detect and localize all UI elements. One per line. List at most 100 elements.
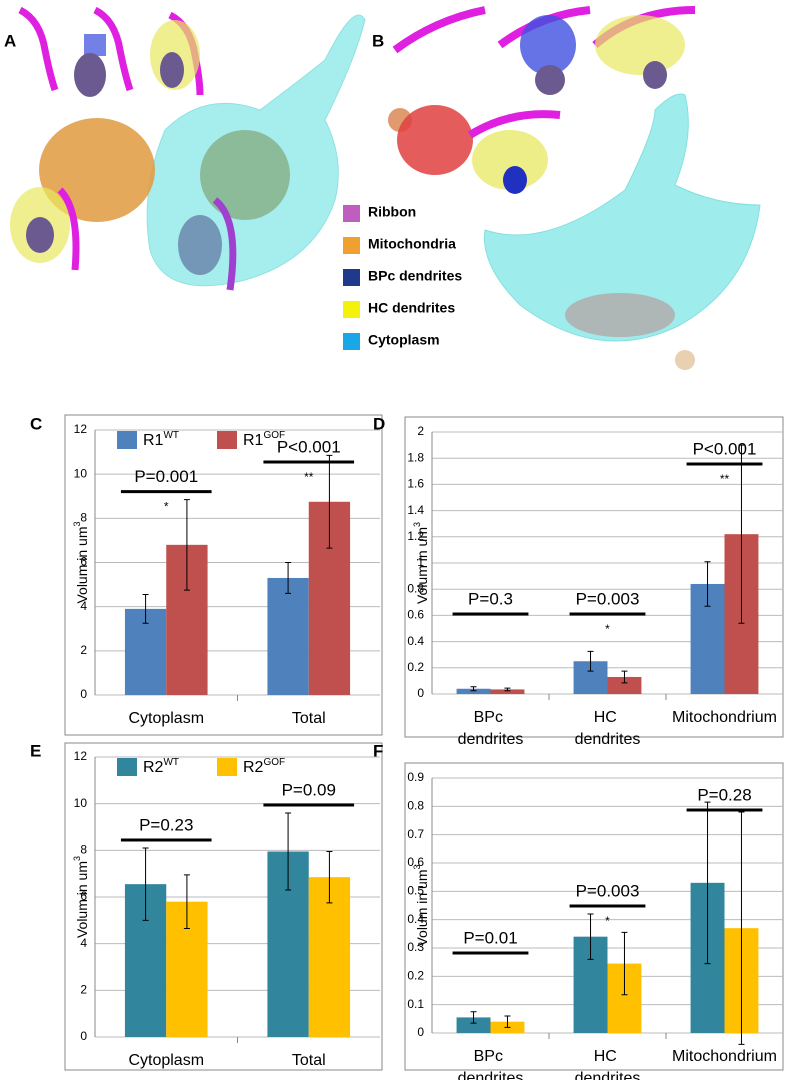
legend-swatch	[343, 333, 360, 350]
y-tick-label: 2	[80, 983, 87, 997]
y-tick-label: 0	[80, 1029, 87, 1043]
significance-stars: *	[605, 622, 610, 636]
p-value: P=0.003	[576, 589, 640, 608]
y-axis-label-sup: 3	[412, 864, 422, 869]
y-axis-label-sup: 3	[412, 522, 422, 527]
p-value: P=0.01	[463, 928, 517, 947]
y-tick-label: 0.4	[407, 912, 424, 926]
y-axis-label: Volum in um3	[72, 521, 89, 603]
legend-sup: GOF	[263, 757, 285, 768]
panel-a-render	[10, 6, 366, 291]
legend-swatch	[217, 758, 237, 776]
legend-sup: WT	[163, 430, 179, 441]
legend-swatch	[343, 269, 360, 286]
error-bar	[587, 650, 594, 672]
error-bar	[704, 801, 711, 965]
p-value: P=0.09	[282, 780, 336, 799]
legend-name: R2	[143, 759, 164, 776]
legend-label: Ribbon	[368, 204, 416, 220]
legend-label: R1WT	[143, 430, 179, 450]
y-tick-label: 10	[74, 796, 88, 810]
legend-label: BPc dendrites	[368, 268, 462, 284]
y-tick-label: 12	[74, 749, 88, 763]
y-tick-label: 4	[80, 936, 87, 950]
x-tick-label: HC dendrites	[575, 1048, 641, 1080]
panel-label: F	[373, 741, 383, 760]
y-tick-label: 1.8	[407, 450, 424, 464]
chart-frame	[64, 742, 383, 1071]
legend-swatch	[117, 758, 137, 776]
legend-swatch	[217, 431, 237, 449]
panel-label: D	[373, 414, 385, 433]
chart-frame	[64, 414, 383, 736]
y-axis-label: Volum in um3	[72, 856, 89, 938]
y-tick-label: 0.1	[407, 997, 424, 1011]
legend-swatch	[343, 301, 360, 318]
x-tick-label: Mitochondrium	[672, 1048, 777, 1065]
significance-stars: **	[720, 472, 730, 486]
y-tick-label: 8	[80, 843, 87, 857]
y-tick-label: 0	[80, 687, 87, 701]
error-bar	[504, 687, 511, 692]
y-axis-label-sup: 3	[72, 856, 82, 861]
error-bar	[470, 686, 477, 692]
error-bar	[704, 561, 711, 607]
y-axis-label-text: Volum in um	[74, 526, 90, 603]
x-tick-label: HC dendrites	[575, 709, 641, 748]
x-tick-label: Mitochondrium	[672, 709, 777, 726]
y-tick-label: 0.9	[407, 770, 424, 784]
legend-swatch	[343, 205, 360, 222]
y-tick-label: 2	[417, 424, 424, 438]
y-tick-label: 0	[417, 686, 424, 700]
y-tick-label: 0.8	[407, 799, 424, 813]
legend-swatch	[343, 237, 360, 254]
panel-label: E	[30, 741, 41, 760]
y-tick-label: 0.5	[407, 884, 424, 898]
chart-frame	[404, 762, 784, 1071]
y-tick-label: 6	[80, 555, 87, 569]
legend-label: R2WT	[143, 757, 179, 777]
error-bar	[470, 1011, 477, 1024]
y-tick-label: 1	[417, 555, 424, 569]
legend-name: R2	[243, 759, 264, 776]
y-tick-label: 6	[80, 889, 87, 903]
bar	[490, 689, 525, 694]
p-value: P=0.3	[468, 589, 513, 608]
y-tick-label: 0.3	[407, 940, 424, 954]
p-value: P=0.23	[139, 815, 193, 834]
legend-label: R2GOF	[243, 757, 285, 777]
y-tick-label: 2	[80, 643, 87, 657]
error-bar	[326, 851, 333, 904]
legend-name: R1	[243, 432, 264, 449]
y-axis-label: Volum in um3	[412, 864, 429, 946]
y-tick-label: 0.7	[407, 827, 424, 841]
x-tick-label: Cytoplasm	[128, 710, 204, 727]
error-bar	[738, 811, 745, 1045]
panel-label: C	[30, 414, 42, 433]
error-bar	[285, 812, 292, 891]
legend-swatch	[117, 431, 137, 449]
y-axis-label-sup: 3	[72, 521, 82, 526]
y-axis-label-text: Volum in um	[74, 861, 90, 938]
y-tick-label: 10	[74, 466, 88, 480]
y-tick-label: 8	[80, 511, 87, 525]
y-tick-label: 0.4	[407, 634, 424, 648]
y-tick-label: 0.2	[407, 660, 424, 674]
error-bar	[183, 499, 190, 591]
y-tick-label: 4	[80, 599, 87, 613]
error-bar	[587, 913, 594, 960]
y-axis-label-text: Volum in um	[414, 869, 430, 946]
y-tick-label: 0.6	[407, 855, 424, 869]
bar	[456, 1017, 491, 1033]
error-bar	[142, 594, 149, 624]
y-tick-label: 1.6	[407, 477, 424, 491]
y-tick-label: 12	[74, 422, 88, 436]
bar	[456, 688, 491, 694]
error-bar	[621, 931, 628, 996]
y-tick-label: 0	[417, 1025, 424, 1039]
panel-label: A	[4, 31, 16, 50]
p-value: P<0.001	[277, 437, 341, 456]
y-tick-label: 1.2	[407, 529, 424, 543]
y-tick-label: 0.2	[407, 969, 424, 983]
